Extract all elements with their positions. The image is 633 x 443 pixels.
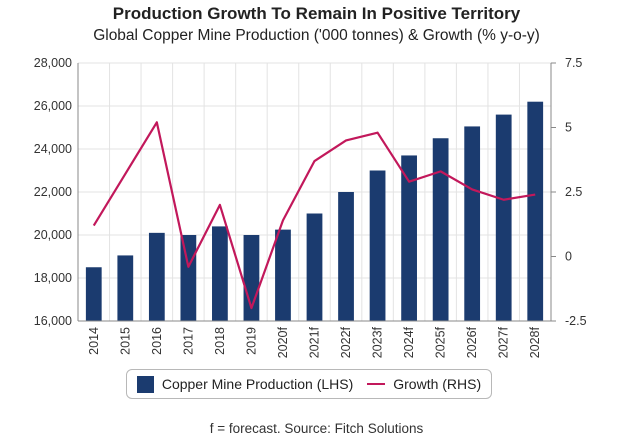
legend-item-production: Copper Mine Production (LHS) [136, 375, 354, 393]
x-tick-label: 2017 [181, 327, 195, 355]
chart-title: Production Growth To Remain In Positive … [112, 4, 521, 23]
x-tick-label: 2024f [402, 326, 416, 358]
legend-bar-swatch [136, 375, 154, 393]
legend: Copper Mine Production (LHS) Growth (RHS… [126, 369, 492, 399]
y-right-tick-label: 7.5 [565, 56, 582, 70]
bar [180, 235, 197, 321]
y-left-tick-label: 28,000 [34, 56, 72, 70]
x-tick-label: 2014 [87, 327, 101, 355]
x-tick-label: 2018 [213, 327, 227, 355]
bar [117, 255, 134, 321]
bar [527, 101, 544, 321]
growth-line [92, 121, 536, 310]
y-left-tick-label: 18,000 [34, 271, 72, 285]
x-tick-label: 2015 [118, 327, 132, 355]
x-tick-label: 2016 [150, 327, 164, 355]
chart-area: 16,000 18,000 20,000 22,000 24,000 26,000 28,0… [34, 56, 587, 358]
x-tick-label: 2026f [465, 326, 479, 358]
y-left-tick-label: 22,000 [34, 185, 72, 199]
y-left-tick-label: 16,000 [34, 314, 72, 328]
y-right-tick-label: -2.5 [565, 314, 587, 328]
footnote: f = forecast. Source: Fitch Solutions [209, 421, 424, 436]
bar [306, 213, 323, 321]
y-left-tick-label: 20,000 [34, 228, 72, 242]
chart-subtitle: Global Copper Mine Production ('000 tonn… [93, 27, 540, 44]
bar [464, 126, 481, 321]
bar [495, 114, 512, 321]
x-tick-label: 2028f [528, 326, 542, 358]
x-tick-label: 2027f [497, 326, 511, 358]
x-tick-label: 2023f [371, 326, 385, 358]
bar [275, 229, 291, 321]
bar [401, 155, 417, 321]
bar [212, 226, 228, 321]
y-right-tick-label: 2.5 [565, 185, 582, 199]
bar [85, 267, 102, 321]
legend-growth-label: Growth (RHS) [393, 376, 482, 392]
bar [432, 138, 449, 321]
x-tick-label: 2020f [276, 326, 290, 358]
legend-line-swatch [367, 383, 386, 385]
x-tick-label: 2022f [339, 326, 353, 358]
y-left-tick-label: 26,000 [34, 99, 72, 113]
x-tick-label: 2019 [244, 327, 258, 355]
bar [338, 192, 354, 321]
x-tick-label: 2021f [308, 326, 322, 358]
bar [369, 170, 386, 321]
y-right-tick-label: 0 [565, 250, 572, 264]
y-left-tick-label: 24,000 [34, 142, 72, 156]
x-tick-label: 2025f [434, 326, 448, 358]
legend-production-label: Copper Mine Production (LHS) [161, 376, 354, 392]
bar [148, 232, 165, 321]
y-right-tick-label: 5 [565, 121, 572, 135]
legend-item-growth: Growth (RHS) [367, 376, 481, 392]
